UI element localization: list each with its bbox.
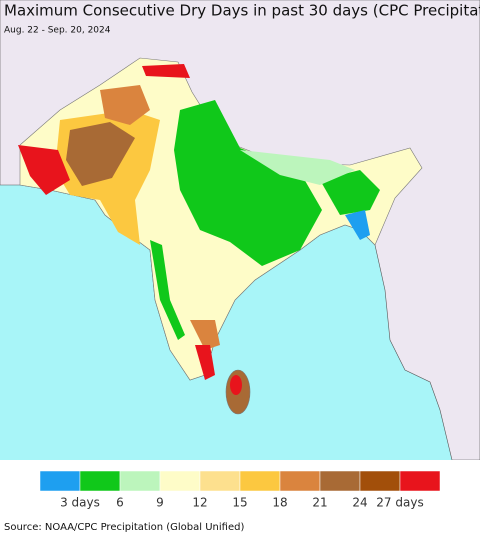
dry-zone-kerala	[195, 345, 215, 380]
legend-swatch	[79, 470, 121, 492]
dry-zone-red-west	[18, 145, 70, 195]
legend-label: 6	[116, 496, 124, 510]
sri-lanka-dry	[230, 375, 242, 395]
legend-label: 9	[156, 496, 164, 510]
wet-zone-blue	[345, 210, 370, 240]
source: Source: NOAA/CPC Precipitation (Global U…	[4, 522, 244, 533]
wet-zone-green-coast	[150, 240, 185, 340]
dry-zone-south	[190, 320, 220, 350]
subtitle: Aug. 22 - Sep. 20, 2024	[4, 26, 111, 36]
legend-swatch	[359, 470, 401, 492]
dry-zone-tan	[100, 85, 150, 125]
legend-swatch	[239, 470, 281, 492]
legend-label: 18	[272, 496, 287, 510]
legend-label: 3 days	[60, 496, 100, 510]
wet-zone-green	[174, 100, 322, 266]
legend-swatch	[399, 470, 441, 492]
title: Maximum Consecutive Dry Days in past 30 …	[4, 2, 480, 20]
legend-swatch	[199, 470, 241, 492]
legend: 3 days 6 9 12 15 18 21 24 27 days	[39, 470, 441, 510]
legend-swatch	[279, 470, 321, 492]
legend-label: 24	[352, 496, 367, 510]
map	[0, 0, 480, 461]
wet-zone-light	[240, 150, 355, 185]
dry-zone-brown	[66, 122, 135, 186]
legend-swatch	[119, 470, 161, 492]
legend-label: 12	[192, 496, 207, 510]
legend-label: 27 days	[376, 496, 423, 510]
legend-swatch	[319, 470, 361, 492]
legend-label: 21	[312, 496, 327, 510]
legend-swatch	[159, 470, 201, 492]
legend-swatch	[39, 470, 81, 492]
dry-zone-red-north	[142, 64, 190, 78]
wet-zone-green-east	[320, 170, 380, 215]
legend-label: 15	[232, 496, 247, 510]
